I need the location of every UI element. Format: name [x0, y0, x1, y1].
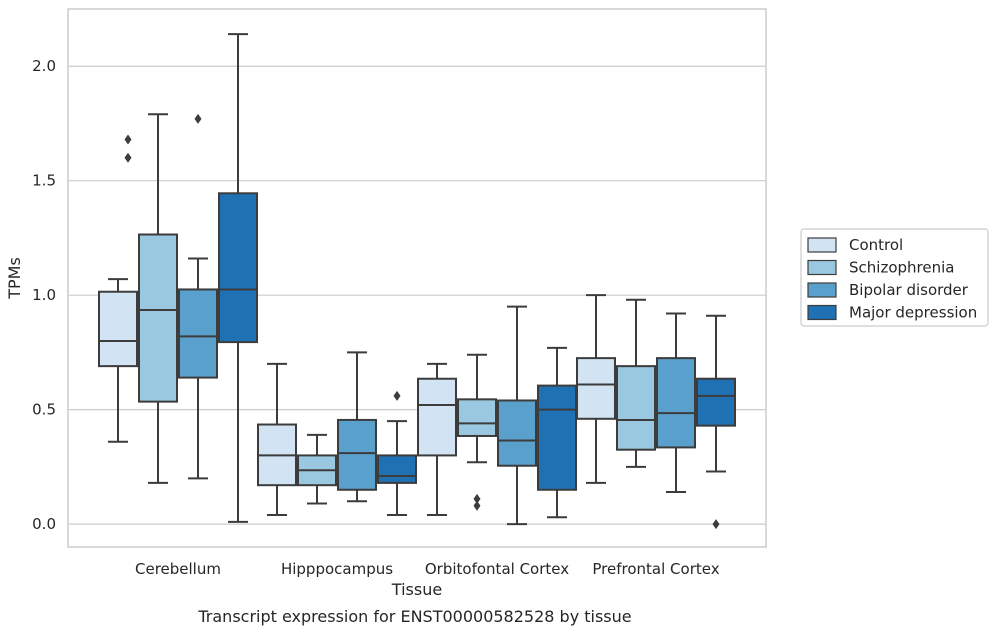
- box-body: [178, 288, 218, 379]
- box-body: [218, 192, 258, 344]
- legend-swatch: [807, 282, 837, 298]
- box-1-3: [377, 390, 417, 516]
- x-tick-label: Orbitofontal Cortex: [425, 560, 569, 578]
- box-2-2: [497, 305, 537, 526]
- x-axis-label: Tissue: [391, 580, 442, 599]
- box-body: [576, 357, 616, 420]
- legend: Control Schizophrenia Bipolar disorder Majo…: [800, 228, 989, 327]
- box-body: [457, 398, 497, 437]
- legend-label: Schizophrenia: [849, 259, 954, 277]
- y-tick-label: 0.0: [32, 515, 56, 533]
- box-0-1: [138, 113, 178, 484]
- box-2-3: [537, 346, 577, 519]
- x-tick-label: Prefrontal Cortex: [592, 560, 719, 578]
- box-2-0: [417, 362, 457, 516]
- box-body: [696, 377, 736, 427]
- chart-title: Transcript expression for ENST0000058252…: [197, 607, 631, 626]
- plot-frame: [67, 8, 767, 548]
- legend-swatch: [807, 259, 837, 276]
- y-tick-label: 1.5: [32, 172, 56, 190]
- box-3-3: [696, 314, 736, 530]
- box-3-2: [656, 312, 696, 494]
- legend-box: [800, 228, 989, 327]
- outlier-point: [124, 134, 132, 145]
- box-body: [497, 399, 537, 467]
- plot-area: [98, 33, 736, 530]
- outlier-point: [194, 113, 202, 124]
- legend-swatch: [807, 237, 837, 253]
- legend-label: Major depression: [849, 304, 977, 322]
- box-body: [377, 454, 417, 484]
- box-3-1: [616, 298, 656, 468]
- legend-swatch: [807, 304, 837, 321]
- y-tick-label: 0.5: [32, 401, 56, 419]
- box-0-2: [178, 113, 218, 480]
- axes: 0.0 0.5 1.0 1.5 2.0 Cerebellum Hipppocampus Orb…: [32, 8, 767, 578]
- box-1-1: [297, 433, 337, 505]
- box-body: [98, 290, 138, 368]
- box-0-3: [218, 33, 258, 523]
- box-body: [337, 418, 377, 491]
- y-tick-label: 1.0: [32, 286, 56, 304]
- box-body: [616, 365, 656, 451]
- box-body: [417, 377, 457, 457]
- outlier-point: [124, 152, 132, 163]
- outlier-point: [712, 519, 720, 530]
- box-2-1: [457, 353, 497, 511]
- box-3-0: [576, 294, 616, 484]
- box-1-2: [337, 351, 377, 503]
- box-body: [138, 233, 178, 403]
- outlier-point: [473, 500, 481, 511]
- outlier-point: [473, 493, 481, 504]
- box-1-0: [257, 362, 297, 516]
- y-tick-label: 2.0: [32, 57, 56, 75]
- legend-label: Bipolar disorder: [849, 281, 969, 299]
- y-axis-label: TPMs: [5, 257, 24, 300]
- box-body: [537, 384, 577, 491]
- legend-label: Control: [849, 236, 903, 254]
- x-tick-label: Cerebellum: [135, 560, 221, 578]
- box-body: [656, 357, 696, 449]
- box-0-0: [98, 278, 138, 443]
- outlier-point: [393, 390, 401, 401]
- x-tick-label: Hipppocampus: [281, 560, 393, 578]
